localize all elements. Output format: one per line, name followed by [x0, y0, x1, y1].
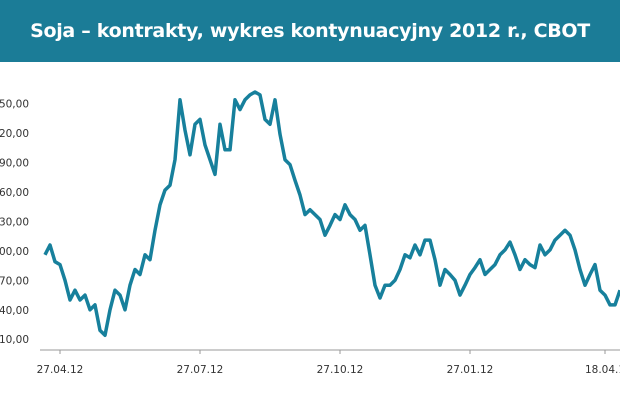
- y-tick-label: 70,00: [0, 275, 29, 287]
- y-tick-label: 40,00: [0, 305, 29, 317]
- chart-title: Soja – kontrakty, wykres kontynuacyjny 2…: [30, 20, 590, 42]
- x-tick-label: 27.07.12: [177, 364, 224, 376]
- price-line: [43, 90, 620, 338]
- y-tick-label: 90,00: [0, 158, 29, 170]
- y-tick-label: 50,00: [0, 99, 29, 111]
- x-tick-label: 27.04.12: [37, 364, 84, 376]
- header-bar: [0, 0, 620, 62]
- y-tick-label: 20,00: [0, 128, 29, 140]
- x-tick-label: 27.01.12: [447, 364, 494, 376]
- y-tick-label: 30,00: [0, 216, 29, 228]
- y-tick-label: 60,00: [0, 187, 29, 199]
- y-tick-label: 00,00: [0, 246, 29, 258]
- x-tick-label: 27.10.12: [317, 364, 364, 376]
- chart: 50,00 20,00 90,00 60,00 30,00 00,00 70,00 40,00…: [0, 90, 620, 376]
- y-tick-label: 10,00: [0, 334, 29, 346]
- x-tick-label: 18.04.1: [585, 364, 620, 376]
